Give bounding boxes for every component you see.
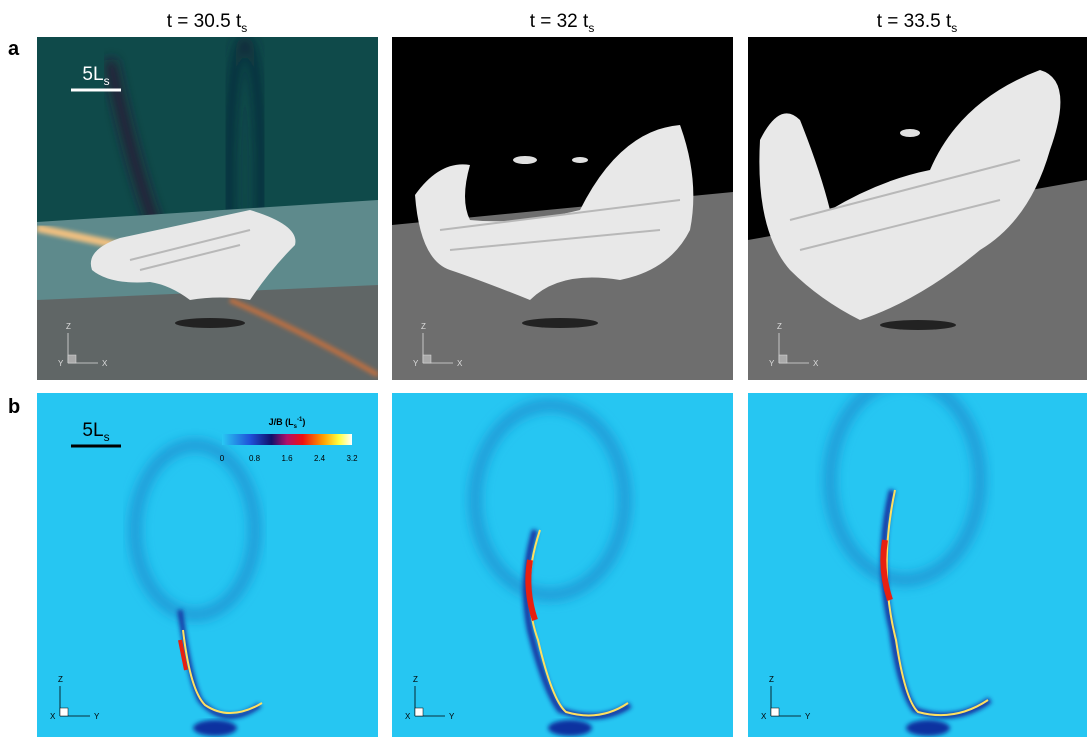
row-label: a — [8, 38, 20, 60]
axis-box — [422, 354, 432, 364]
panel-image — [37, 37, 378, 380]
colorbar-tick-label: 3.2 — [346, 454, 358, 463]
axis-triads: Z Y X Z Y X Z Y X Z X Y Z X Y Z X Y — [50, 322, 819, 721]
axis-label: Z — [58, 675, 63, 684]
colorbar-tick-label: 0 — [220, 454, 225, 463]
axis-label: Y — [769, 359, 775, 368]
axis-label: X — [102, 359, 108, 368]
panel-image — [748, 393, 1087, 737]
panel-image — [392, 393, 733, 737]
column-title: t = 30.5 ts — [167, 11, 247, 35]
axis-label: Y — [413, 359, 419, 368]
column-title: t = 33.5 ts — [877, 11, 957, 35]
colorbar-tick-label: 0.8 — [249, 454, 261, 463]
panel-image — [748, 37, 1087, 380]
axis-box — [67, 354, 77, 364]
column-title: t = 32 ts — [530, 11, 595, 35]
axis-box — [414, 707, 424, 717]
axis-label: Y — [805, 712, 811, 721]
scale-label: 5Ls — [82, 420, 109, 444]
axis-label: Z — [66, 322, 71, 331]
panel-image — [392, 37, 733, 380]
axis-box — [778, 354, 788, 364]
axis-box — [770, 707, 780, 717]
axis-label: X — [813, 359, 819, 368]
axis-label: X — [761, 712, 767, 721]
axis-label: Y — [58, 359, 64, 368]
axis-label: Z — [421, 322, 426, 331]
colorbar-tick-label: 1.6 — [281, 454, 293, 463]
axis-label: Z — [777, 322, 782, 331]
axis-label: X — [405, 712, 411, 721]
colorbar — [222, 434, 352, 445]
axis-label: X — [50, 712, 56, 721]
axis-label: Y — [94, 712, 100, 721]
panel-image — [37, 393, 378, 737]
axis-label: Z — [769, 675, 774, 684]
colorbar-tick-label: 2.4 — [314, 454, 326, 463]
axis-label: Z — [413, 675, 418, 684]
row-label: b — [8, 396, 20, 418]
colorbar-title: J/B (Ls-1) — [269, 417, 306, 430]
axis-box — [59, 707, 69, 717]
scale-label: 5Ls — [82, 64, 109, 88]
axis-label: Y — [449, 712, 455, 721]
colorbar-ticks: 0 0.8 1.6 2.4 3.2 — [220, 454, 358, 463]
axis-label: X — [457, 359, 463, 368]
